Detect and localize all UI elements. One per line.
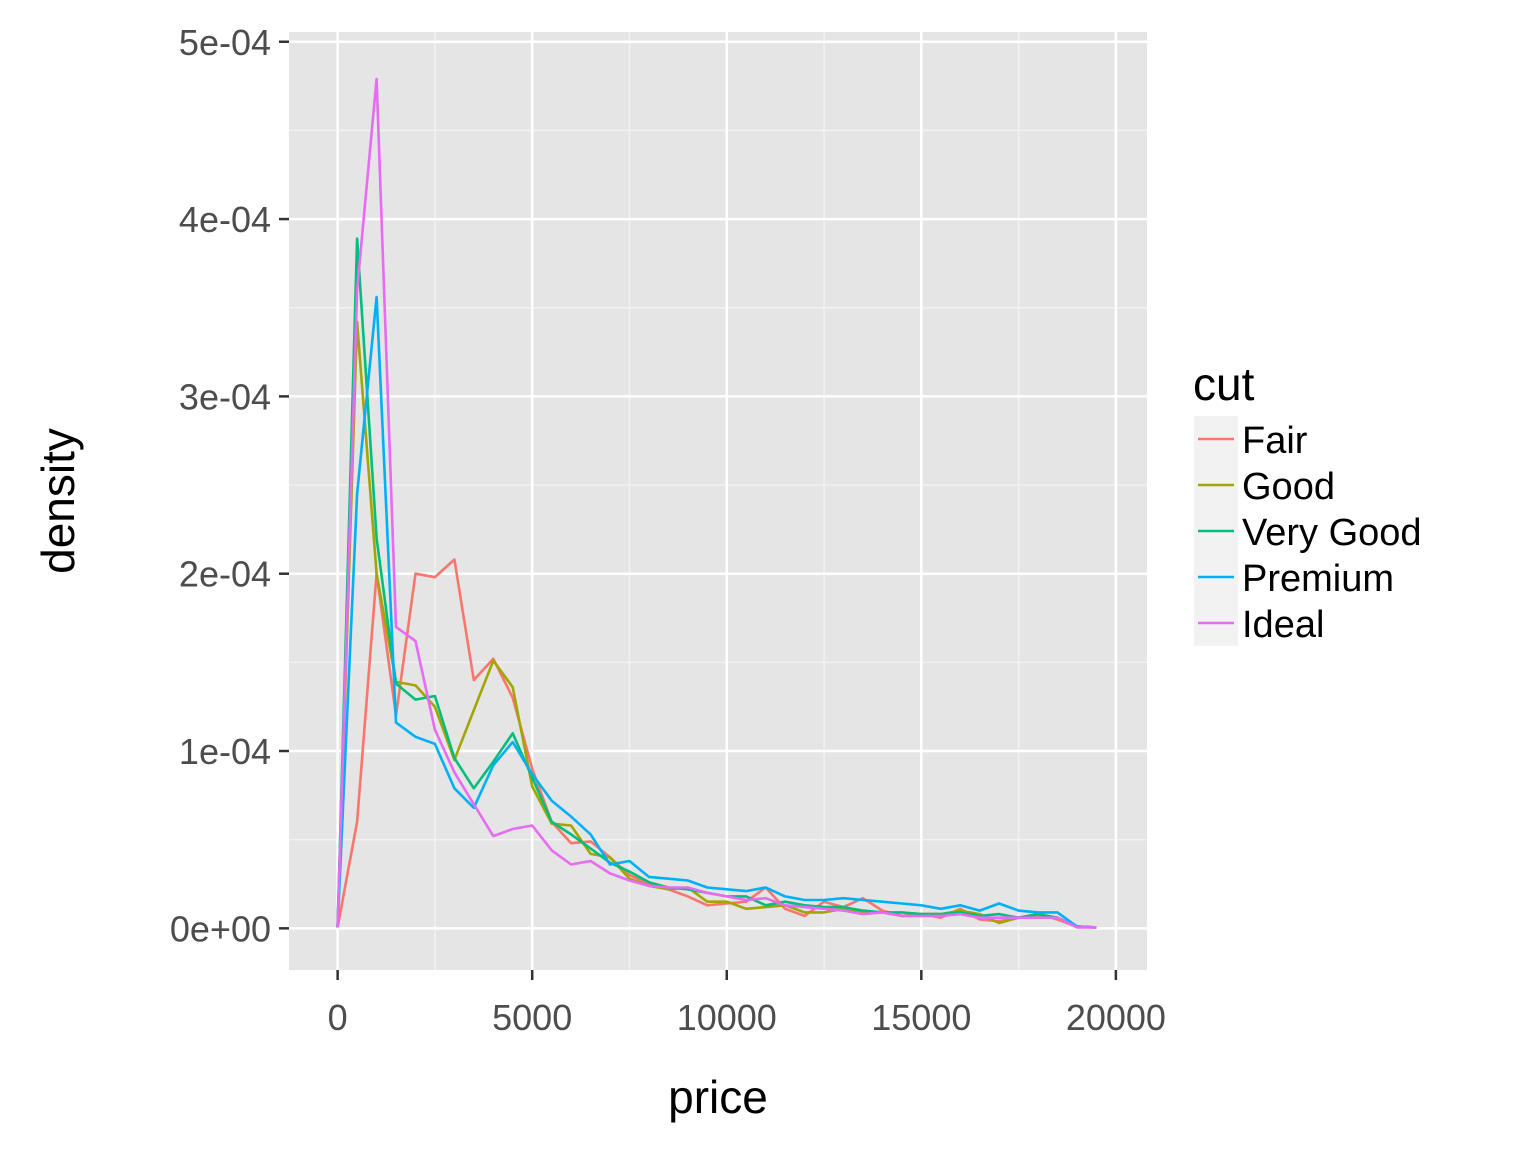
x-axis: 0 5000 10000 15000 20000 (328, 970, 1166, 1038)
y-tick-label: 4e-04 (179, 199, 271, 240)
major-gridlines (289, 32, 1147, 970)
legend-label-ideal: Ideal (1242, 604, 1324, 646)
x-tick-label: 15000 (871, 997, 971, 1038)
y-tick-label: 2e-04 (179, 554, 271, 595)
legend-label-fair: Fair (1242, 420, 1308, 462)
y-tick-label: 0e+00 (170, 908, 271, 949)
minor-gridlines (289, 32, 1147, 970)
x-tick-label: 0 (328, 997, 348, 1038)
x-tick-label: 20000 (1066, 997, 1166, 1038)
x-axis-title: price (668, 1071, 768, 1123)
series-lines (336, 77, 1097, 929)
y-axis-title: density (32, 428, 84, 574)
plot-panel (289, 32, 1147, 970)
series-line-ideal (336, 77, 1097, 929)
y-tick-label: 3e-04 (179, 376, 271, 417)
legend-label-very-good: Very Good (1242, 512, 1422, 554)
y-tick-label: 5e-04 (179, 22, 271, 63)
x-tick-label: 10000 (677, 997, 777, 1038)
series-line-premium (336, 295, 1097, 929)
series-line-good (336, 320, 1097, 929)
y-tick-label: 1e-04 (179, 731, 271, 772)
legend-label-premium: Premium (1242, 558, 1394, 600)
legend-title: cut (1193, 358, 1255, 410)
y-axis: 0e+00 1e-04 2e-04 3e-04 4e-04 5e-04 (170, 22, 289, 949)
legend-label-good: Good (1242, 466, 1335, 508)
x-tick-label: 5000 (492, 997, 572, 1038)
